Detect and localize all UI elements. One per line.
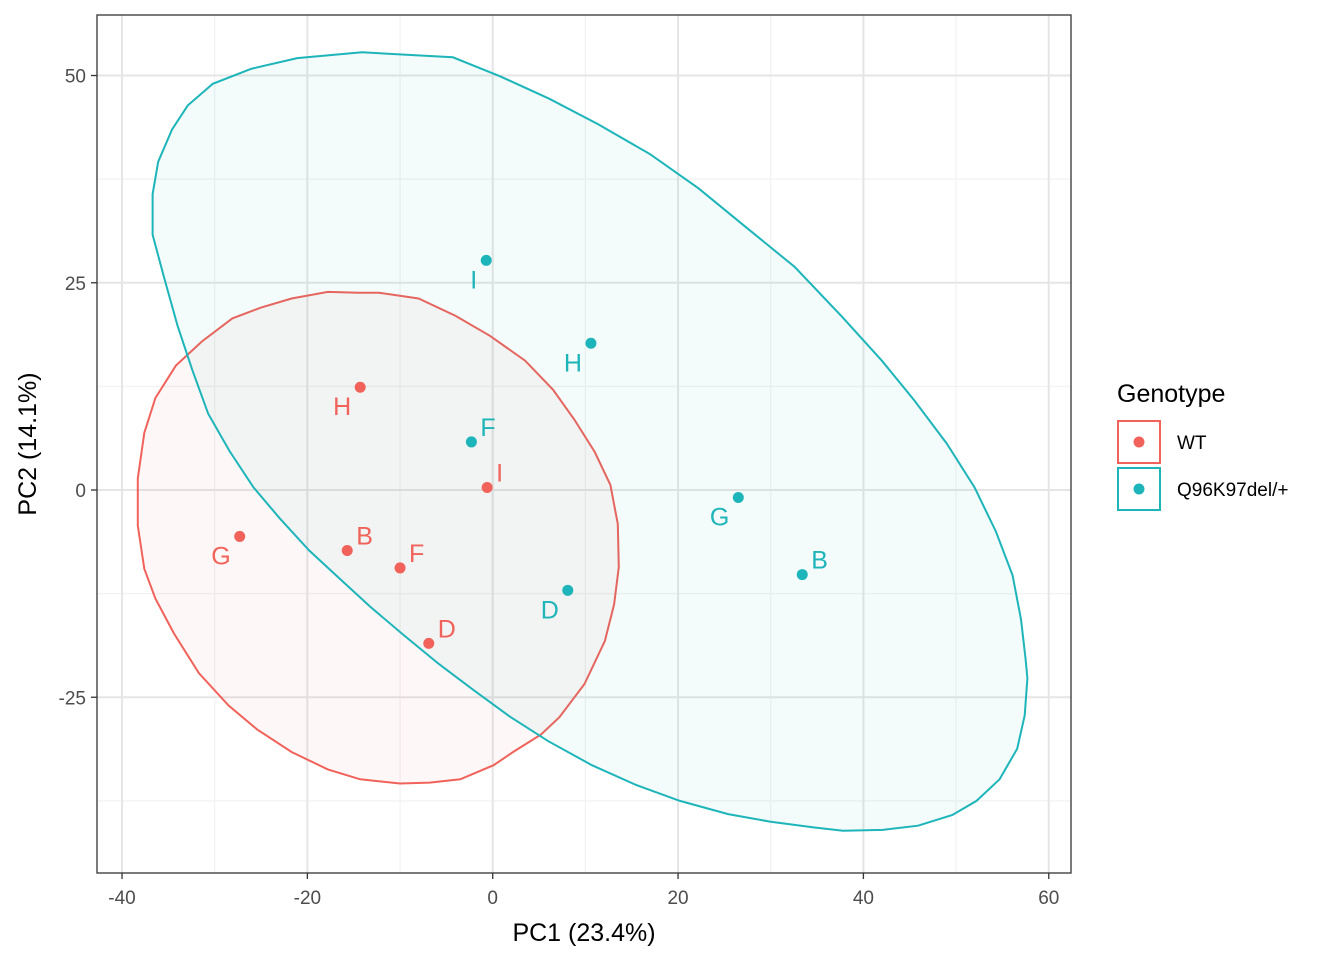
- point-label-mutant-h: H: [564, 349, 582, 377]
- data-point-mutant-i: [480, 254, 492, 266]
- legend: Genotype WT Q96K97del/+: [1117, 380, 1288, 511]
- y-axis-title: PC2 (14.1%): [14, 372, 42, 515]
- x-tick-label: 0: [487, 888, 498, 909]
- y-tick-label: -25: [59, 688, 86, 709]
- y-tick-label: 0: [75, 481, 86, 502]
- legend-label-mutant: Q96K97del/+: [1177, 480, 1288, 501]
- x-tick-label: -20: [294, 888, 321, 909]
- plot-panel: B D F G H I B D F G H I: [96, 14, 1072, 874]
- confidence-ellipse-wt: [136, 290, 620, 785]
- x-tick-label: 20: [667, 888, 688, 909]
- data-point-mutant-h: [585, 337, 597, 349]
- data-point-wt-i: [481, 482, 493, 494]
- data-point-mutant-b: [796, 569, 808, 581]
- x-tick-label: 40: [853, 888, 874, 909]
- point-label-mutant-f: F: [480, 414, 495, 442]
- x-tick-label: -40: [108, 888, 135, 909]
- point-label-wt-b: B: [356, 523, 373, 551]
- x-axis: -40 -20 0 20 40 60: [108, 873, 1059, 909]
- point-label-mutant-i: I: [470, 266, 477, 294]
- data-point-mutant-f: [465, 436, 477, 448]
- panel-border: [96, 14, 1072, 874]
- data-point-wt-d: [423, 637, 435, 649]
- point-label-wt-h: H: [333, 393, 351, 421]
- legend-dot-wt: [1133, 436, 1145, 448]
- legend-title: Genotype: [1117, 380, 1225, 408]
- confidence-ellipse-mutant: [151, 51, 1029, 832]
- x-axis-title: PC1 (23.4%): [512, 919, 655, 947]
- y-tick-label: 50: [65, 67, 86, 88]
- point-label-wt-f: F: [409, 540, 424, 568]
- point-label-mutant-b: B: [811, 547, 828, 575]
- x-tick-label: 60: [1038, 888, 1059, 909]
- legend-dot-mutant: [1133, 483, 1145, 495]
- y-axis: -25 0 25 50: [59, 67, 97, 709]
- point-label-mutant-g: G: [710, 503, 729, 531]
- y-tick-label: 25: [65, 274, 86, 295]
- data-point-mutant-g: [732, 491, 744, 503]
- data-point-mutant-d: [562, 584, 574, 596]
- data-point-wt-g: [234, 530, 246, 542]
- point-label-wt-d: D: [438, 615, 456, 643]
- data-point-wt-f: [394, 562, 406, 574]
- data-point-wt-h: [354, 381, 366, 393]
- point-label-wt-i: I: [496, 460, 503, 488]
- legend-label-wt: WT: [1177, 433, 1207, 454]
- data-point-wt-b: [341, 545, 353, 557]
- point-label-wt-g: G: [211, 542, 230, 570]
- point-label-mutant-d: D: [541, 596, 559, 624]
